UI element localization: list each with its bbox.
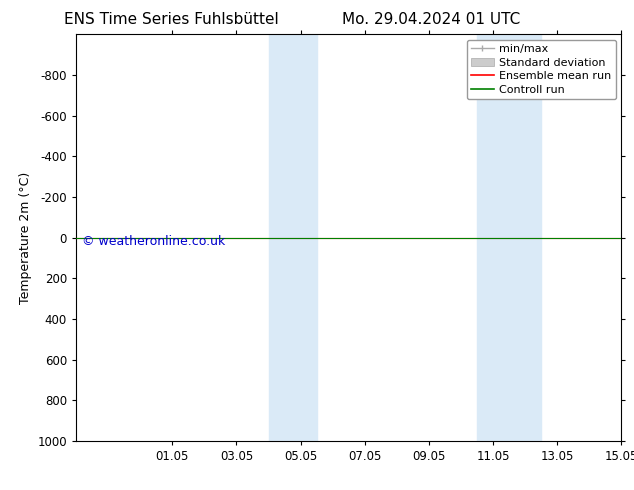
Text: Mo. 29.04.2024 01 UTC: Mo. 29.04.2024 01 UTC — [342, 12, 521, 27]
Bar — [269, 34, 316, 441]
Text: © weatheronline.co.uk: © weatheronline.co.uk — [82, 235, 225, 248]
Y-axis label: Temperature 2m (°C): Temperature 2m (°C) — [19, 172, 32, 304]
Text: ENS Time Series Fuhlsbüttel: ENS Time Series Fuhlsbüttel — [64, 12, 278, 27]
Bar — [477, 34, 541, 441]
Legend: min/max, Standard deviation, Ensemble mean run, Controll run: min/max, Standard deviation, Ensemble me… — [467, 40, 616, 99]
